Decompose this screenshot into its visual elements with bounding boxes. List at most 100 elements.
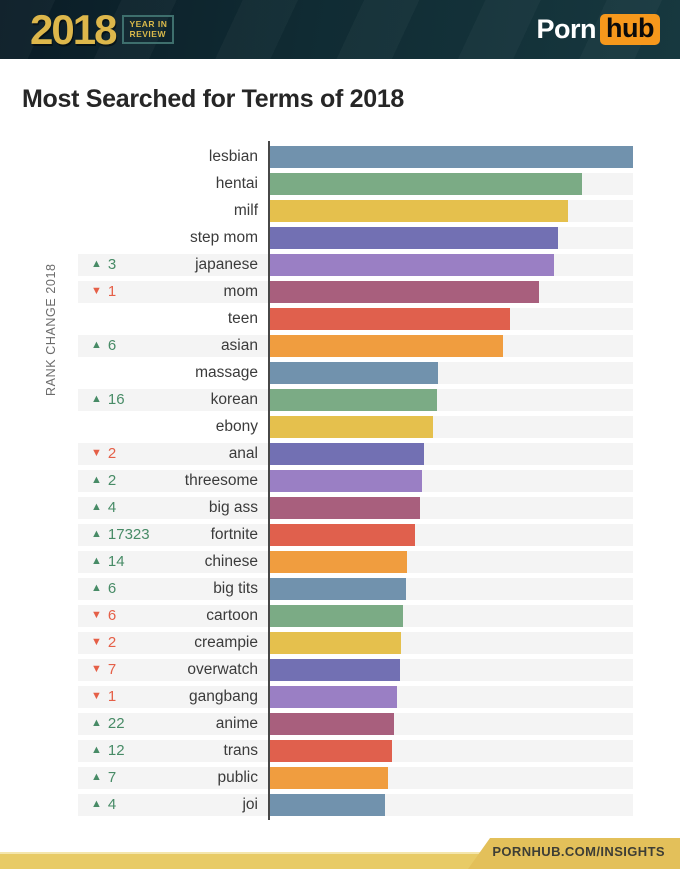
rank-change-amount: 22 <box>107 715 125 732</box>
term-label: milf <box>233 201 258 219</box>
page-title: Most Searched for Terms of 2018 <box>22 85 405 113</box>
rank-change: ▲ 2 <box>91 472 116 489</box>
rank-down-icon: ▼ <box>91 609 102 621</box>
rank-change-amount: 3 <box>107 256 117 273</box>
row-label-band: teen <box>78 308 268 330</box>
rank-up-icon: ▲ <box>91 582 102 594</box>
row-label-band: milf <box>78 200 268 222</box>
bar-track <box>270 577 633 600</box>
bar-track <box>270 550 633 573</box>
term-label: hentai <box>215 174 258 192</box>
rank-change-amount: 12 <box>107 742 125 759</box>
bar <box>270 523 415 546</box>
bar-chart: RANK CHANGE 2018 lesbian hentai milf step m… <box>0 141 680 820</box>
bar-track <box>270 361 633 384</box>
bar-track <box>270 172 633 195</box>
term-label: korean <box>210 390 258 408</box>
bar-track <box>270 658 633 681</box>
row-label-band: ▲ 4 big ass <box>78 496 268 519</box>
row-label-band: ▲ 17323 fortnite <box>78 523 268 546</box>
chart-rows: lesbian hentai milf step mom ▲ 3 japanese ▼ 1 mom… <box>0 143 680 818</box>
bar <box>270 145 633 168</box>
rank-down-icon: ▼ <box>91 663 102 675</box>
rank-change-amount: 6 <box>107 607 117 624</box>
row-label-band: ▼ 1 gangbang <box>78 685 268 708</box>
bar <box>270 253 554 276</box>
chart-row: ▲ 17323 fortnite <box>0 521 680 548</box>
chart-row: ▲ 3 japanese <box>0 251 680 278</box>
bar-track <box>270 307 633 330</box>
year-in-review-badge: YEAR IN REVIEW <box>122 14 175 45</box>
term-label: massage <box>195 363 258 381</box>
bar-track <box>270 766 633 789</box>
row-label-band: lesbian <box>78 146 268 168</box>
chart-row: ▲ 6 big tits <box>0 575 680 602</box>
bar <box>270 226 558 249</box>
bar <box>270 685 398 708</box>
row-label-band: ▲ 14 chinese <box>78 550 268 573</box>
bar <box>270 469 423 492</box>
rank-change: ▲ 4 <box>91 499 116 516</box>
chart-row: step mom <box>0 224 680 251</box>
rank-up-icon: ▲ <box>91 798 102 810</box>
chart-row: ▲ 7 public <box>0 764 680 791</box>
rank-up-icon: ▲ <box>91 555 102 567</box>
rank-change-amount: 1 <box>107 688 117 705</box>
term-label: mom <box>223 282 258 300</box>
rank-change: ▲ 16 <box>91 391 125 408</box>
bar <box>270 577 407 600</box>
rank-down-icon: ▼ <box>91 447 102 459</box>
logo-porn-text: Porn <box>536 14 597 44</box>
bar-track <box>270 523 633 546</box>
badge-line-1: YEAR IN <box>129 18 168 29</box>
rank-up-icon: ▲ <box>91 474 102 486</box>
chart-row: ▼ 6 cartoon <box>0 602 680 629</box>
bar-track <box>270 253 633 276</box>
term-label: overwatch <box>187 660 258 678</box>
rank-change: ▲ 6 <box>91 337 116 354</box>
bar-track <box>270 685 633 708</box>
rank-change-amount: 6 <box>107 337 117 354</box>
bar-track <box>270 496 633 519</box>
year-in-review-logo: 2018 YEAR IN REVIEW <box>30 5 175 53</box>
row-label-band: ▲ 12 trans <box>78 739 268 762</box>
bar <box>270 496 420 519</box>
bar <box>270 334 504 357</box>
rank-change-amount: 7 <box>107 661 117 678</box>
chart-row: ▼ 1 gangbang <box>0 683 680 710</box>
bar-track <box>270 334 633 357</box>
term-label: creampie <box>194 633 258 651</box>
term-label: trans <box>223 741 258 759</box>
bar-track <box>270 415 633 438</box>
chart-row: ▲ 22 anime <box>0 710 680 737</box>
bar-track <box>270 145 633 168</box>
logo-year-text: 2018 <box>30 5 117 53</box>
bar-track <box>270 199 633 222</box>
term-label: asian <box>220 336 258 354</box>
chart-row: ▼ 7 overwatch <box>0 656 680 683</box>
chart-row: ▼ 2 anal <box>0 440 680 467</box>
rank-change: ▼ 6 <box>91 607 116 624</box>
bar <box>270 415 433 438</box>
term-label: anal <box>228 444 258 462</box>
term-label: teen <box>227 309 258 327</box>
bar <box>270 550 407 573</box>
bar-track <box>270 739 633 762</box>
term-label: japanese <box>195 255 258 273</box>
rank-change: ▼ 2 <box>91 634 116 651</box>
bar <box>270 361 439 384</box>
bar <box>270 199 569 222</box>
rank-change-axis-label: RANK CHANGE 2018 <box>44 263 58 397</box>
rank-change: ▼ 1 <box>91 688 116 705</box>
term-label: big ass <box>208 498 258 516</box>
rank-change-amount: 17323 <box>107 526 150 543</box>
term-label: cartoon <box>206 606 258 624</box>
rank-up-icon: ▲ <box>91 771 102 783</box>
rank-change-amount: 14 <box>107 553 125 570</box>
row-label-band: ▲ 22 anime <box>78 712 268 735</box>
rank-up-icon: ▲ <box>91 717 102 729</box>
row-label-band: ▼ 1 mom <box>78 280 268 303</box>
row-label-band: step mom <box>78 227 268 249</box>
rank-change-amount: 6 <box>107 580 117 597</box>
bar <box>270 172 583 195</box>
